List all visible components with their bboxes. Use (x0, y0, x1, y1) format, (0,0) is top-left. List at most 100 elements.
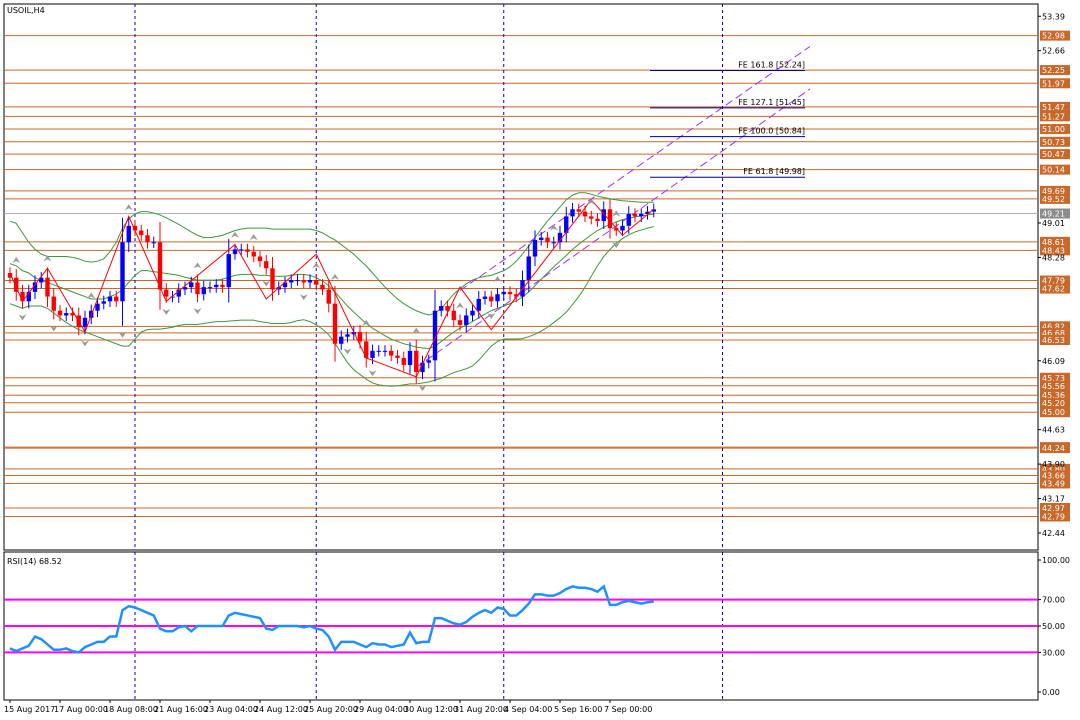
level-price-label: 52.25 (1042, 66, 1065, 75)
candle (470, 305, 475, 322)
level-price-label: 50.47 (1042, 150, 1065, 159)
fractal-down-icon (18, 314, 27, 321)
level-price-box (1040, 124, 1070, 135)
price-tick-label: 53.39 (1042, 12, 1065, 21)
level-price-label: 45.36 (1042, 391, 1065, 400)
candle (176, 283, 181, 303)
candle-body (195, 282, 200, 295)
level-price-label: 51.27 (1042, 112, 1065, 121)
candle-body (589, 216, 594, 219)
candle-body (476, 298, 481, 311)
level-price-label: 45.73 (1042, 374, 1065, 383)
candle (564, 206, 569, 243)
candle-body (451, 310, 456, 321)
level-price-label: 48.43 (1042, 246, 1065, 255)
candle (201, 280, 206, 301)
candle (451, 303, 456, 328)
candle-body (307, 280, 313, 283)
candle-body (389, 350, 394, 356)
candle (314, 274, 319, 291)
time-tick-label: 24 Aug 12:00 (254, 705, 308, 714)
fractal-up-icon (493, 275, 502, 282)
candle-body (189, 282, 194, 288)
level-price-label: 49.69 (1042, 187, 1065, 196)
candle-body (289, 280, 294, 283)
level-price-box (1040, 149, 1070, 160)
candle-body (601, 209, 606, 222)
price-tick-label: 44.63 (1042, 426, 1065, 435)
candle-body (282, 282, 288, 288)
candle (20, 284, 25, 309)
current-price-box (1040, 208, 1070, 219)
candle-body (114, 296, 119, 302)
symbol-label: USOIL,H4 (7, 6, 45, 15)
rsi-label: RSI(14) 68.52 (7, 557, 62, 566)
candle-body (576, 209, 581, 212)
time-tick-label: 30 Aug 12:00 (404, 705, 458, 714)
level-price-box (1040, 30, 1070, 41)
candle (426, 354, 431, 369)
time-tick-label: 31 Aug 20:00 (454, 705, 508, 714)
candle (626, 206, 631, 234)
candle-body (126, 225, 131, 243)
candle (295, 274, 300, 286)
level-price-label: 47.79 (1042, 277, 1065, 286)
candle (645, 205, 650, 220)
level-price-box (1040, 443, 1070, 454)
candle (301, 274, 306, 289)
level-price-label: 43.49 (1042, 479, 1065, 488)
candle-body (57, 310, 63, 316)
candle (370, 344, 375, 365)
level-price-box (1040, 327, 1070, 338)
candle-body (364, 341, 369, 358)
level-price-box (1040, 136, 1070, 147)
candle-body (145, 235, 150, 243)
candle (101, 295, 106, 310)
fractal-up-icon (549, 224, 558, 231)
candle (126, 216, 131, 252)
fractal-up-icon (249, 234, 258, 241)
candle-body (139, 230, 144, 236)
candle (345, 328, 350, 343)
candle (351, 326, 356, 340)
candle-body (545, 237, 550, 243)
bollinger-upper (9, 192, 654, 316)
candle-body (645, 211, 650, 214)
level-price-box (1040, 193, 1070, 204)
price-panel-frame (3, 3, 1039, 551)
candle-body (39, 277, 44, 283)
candle (576, 203, 581, 218)
level-price-label: 51.47 (1042, 103, 1065, 112)
fractal-up-icon (231, 231, 239, 238)
candle-body (420, 362, 425, 373)
candle-body (439, 306, 444, 311)
fractal-down-icon (299, 294, 308, 301)
candle-body (251, 251, 256, 257)
fractal-up-icon (124, 204, 133, 211)
candle-body (395, 355, 400, 358)
candle-body (651, 209, 656, 212)
level-price-label: 45.20 (1042, 399, 1065, 408)
candle-body (445, 306, 450, 311)
level-price-box (1040, 390, 1070, 401)
time-tick-label: 25 Aug 20:00 (304, 705, 358, 714)
candle (464, 308, 469, 332)
fractal-down-icon (418, 385, 427, 392)
candle-body (407, 350, 413, 366)
candle-body (26, 291, 31, 302)
candle (132, 220, 138, 237)
candle (45, 267, 50, 307)
candle-body (51, 296, 56, 311)
fractal-down-icon (49, 325, 58, 332)
candle-body (582, 211, 588, 217)
candle (195, 274, 200, 303)
candle-body (357, 331, 363, 342)
level-price-box (1040, 503, 1070, 513)
time-tick-label: 21 Aug 16:00 (154, 705, 208, 714)
fractal-up-icon (612, 210, 621, 217)
candle (64, 307, 69, 322)
fibo-level-label: FE 61.8 [49.98] (743, 167, 805, 176)
candle-body (551, 242, 556, 244)
